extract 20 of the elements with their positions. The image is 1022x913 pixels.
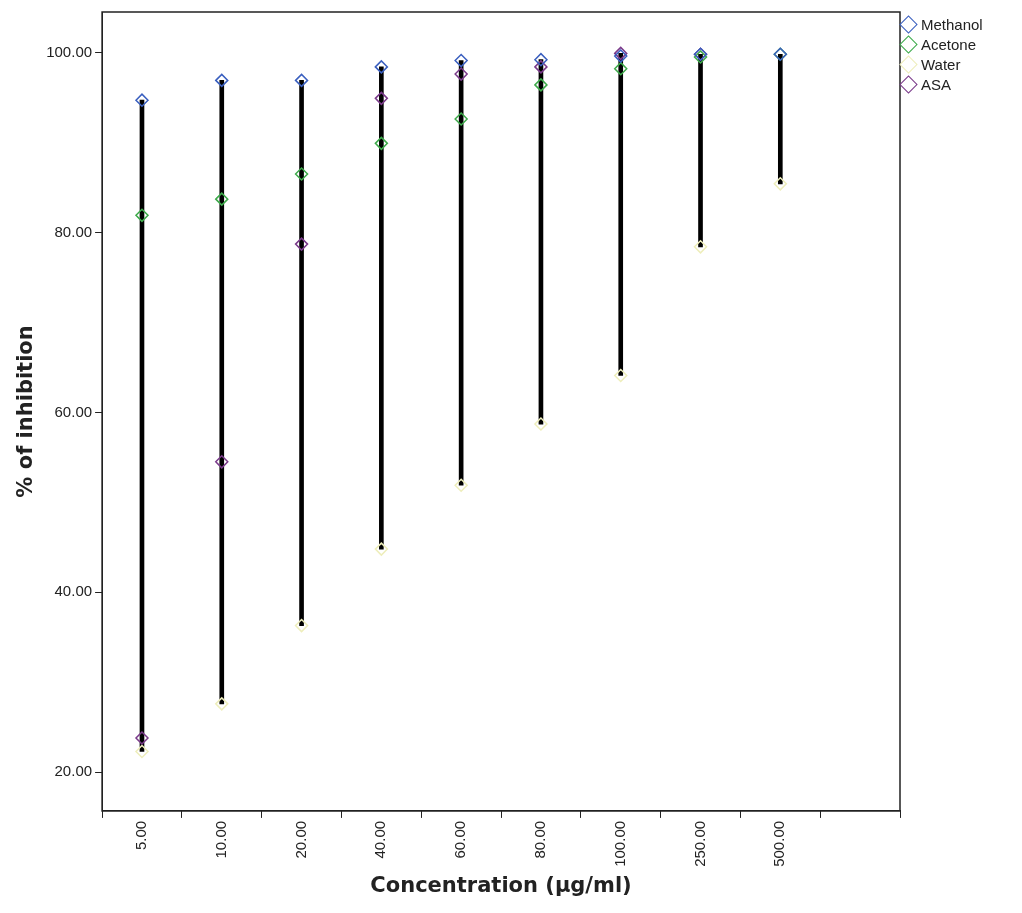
x-tick-label: 20.00 (291, 820, 309, 859)
y-tick-label: 40.00 (54, 582, 93, 600)
x-axis-title: Concentration (µg/ml) (370, 872, 632, 897)
x-tick-label: 250.00 (690, 820, 708, 867)
x-tick-label: 100.00 (610, 820, 628, 867)
x-tick-label: 5.00 (132, 820, 150, 851)
y-tick-label: 20.00 (54, 762, 93, 780)
legend-label: Methanol (921, 15, 983, 33)
x-tick-label: 40.00 (371, 820, 389, 859)
x-tick-label: 80.00 (531, 820, 549, 859)
x-tick-label: 60.00 (451, 820, 469, 859)
legend-label: Acetone (921, 35, 977, 53)
y-axis-title: % of inhibition (13, 325, 38, 498)
x-tick-label: 10.00 (211, 820, 229, 859)
legend-label: Water (921, 55, 961, 73)
y-tick-label: 80.00 (54, 222, 93, 240)
x-tick-label: 500.00 (770, 820, 788, 867)
y-tick-label: 100.00 (46, 42, 93, 60)
y-tick-label: 60.00 (54, 402, 93, 420)
legend-label: ASA (921, 75, 952, 93)
